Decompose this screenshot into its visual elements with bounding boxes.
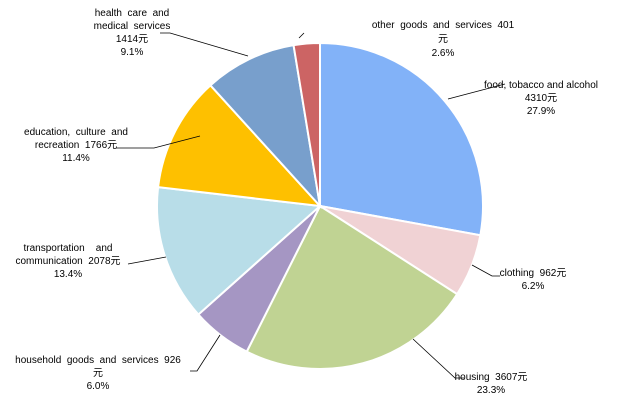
leader-line-8 <box>298 32 305 39</box>
leader-line-4 <box>190 334 221 372</box>
pie-slice-7 <box>208 44 322 210</box>
slice-label-line: 9.1% <box>121 47 144 58</box>
pie-slice-3 <box>245 204 459 370</box>
slice-label-4: household goods and services 926 元 6.0% <box>15 355 181 392</box>
slice-label-line: 2.6% <box>432 48 455 59</box>
slice-label-line: communication 2078元 <box>15 256 120 267</box>
slice-label-8: other goods and services 401 元 2.6% <box>372 20 515 59</box>
slice-label-line: health care and <box>95 8 170 19</box>
slice-labels: food, tobacco and alcohol 4310元 27.9% cloth… <box>15 8 598 396</box>
slice-label-line: 23.3% <box>477 385 505 396</box>
slice-label-line: recreation 1766元 <box>35 140 117 151</box>
leader-line-5 <box>127 256 167 265</box>
slice-label-line: household goods and services 926 <box>15 355 181 366</box>
leader-line-2 <box>471 264 500 277</box>
slice-label-line: 4310元 <box>525 93 557 104</box>
slice-label-line: 6.0% <box>87 381 110 392</box>
slice-label-line: 6.2% <box>522 281 545 292</box>
slice-label-3: housing 3607元 23.3% <box>455 372 528 396</box>
slice-label-7: health care and medical services 1414元 9.1% <box>94 8 171 58</box>
slice-label-line: 11.4% <box>62 153 90 164</box>
slice-label-line: 1414元 <box>116 34 148 45</box>
slice-label-line: 元 <box>438 34 448 45</box>
leader-line-1 <box>447 83 506 100</box>
leader-line-7 <box>160 32 249 57</box>
pie-slice-1 <box>319 41 484 237</box>
pie-slices <box>156 41 484 370</box>
slice-label-line: food, tobacco and alcohol <box>484 80 598 91</box>
slice-label-line: 27.9% <box>527 106 555 117</box>
slice-label-line: 元 <box>93 368 103 379</box>
slice-label-line: other goods and services 401 <box>372 20 515 31</box>
slice-label-5: transportation and communication 2078元 13.… <box>15 243 120 280</box>
leader-lines <box>116 32 506 379</box>
pie-slice-5 <box>156 186 323 316</box>
leader-line-3 <box>412 338 464 379</box>
slice-label-2: clothing 962元 6.2% <box>500 268 567 292</box>
pie-slice-8 <box>292 41 321 207</box>
slice-label-line: education, culture and <box>24 127 128 138</box>
slice-label-line: housing 3607元 <box>455 372 528 383</box>
slice-label-line: 13.4% <box>54 269 82 280</box>
leader-line-6 <box>116 135 201 149</box>
slice-label-6: education, culture and recreation 1766元 11… <box>24 127 128 164</box>
pie-slice-6 <box>156 83 323 208</box>
slice-label-line: clothing 962元 <box>500 268 567 279</box>
slice-label-line: transportation and <box>24 243 113 254</box>
slice-label-1: food, tobacco and alcohol 4310元 27.9% <box>484 80 598 117</box>
slice-label-line: medical services <box>94 21 171 32</box>
